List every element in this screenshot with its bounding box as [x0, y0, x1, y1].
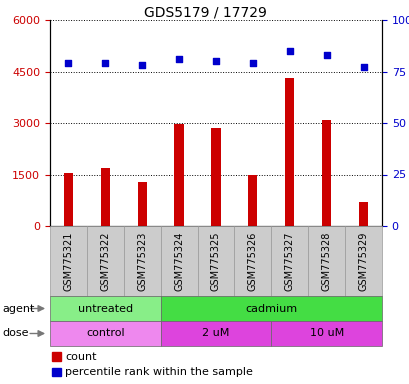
Point — [65, 60, 72, 66]
Bar — [137, 182, 146, 226]
Text: GSM775326: GSM775326 — [247, 231, 257, 291]
Text: GSM775328: GSM775328 — [321, 231, 331, 291]
Bar — [64, 173, 73, 226]
Point — [102, 60, 108, 66]
Bar — [321, 119, 330, 226]
Point — [249, 60, 256, 66]
Text: GSM775323: GSM775323 — [137, 231, 147, 291]
Bar — [285, 78, 294, 226]
Text: agent: agent — [2, 303, 34, 313]
Text: GDS5179 / 17729: GDS5179 / 17729 — [143, 5, 266, 19]
Bar — [211, 128, 220, 226]
Bar — [358, 202, 367, 226]
Point — [212, 58, 219, 64]
Text: GSM775322: GSM775322 — [100, 231, 110, 291]
Text: 2 uM: 2 uM — [202, 328, 229, 339]
Text: dose: dose — [2, 328, 29, 339]
Point — [286, 48, 292, 54]
Point — [139, 62, 145, 68]
Text: cadmium: cadmium — [245, 303, 297, 313]
Text: 10 uM: 10 uM — [309, 328, 343, 339]
Bar — [174, 124, 183, 226]
Text: percentile rank within the sample: percentile rank within the sample — [65, 367, 252, 377]
Point — [360, 64, 366, 70]
Bar — [248, 175, 257, 226]
Point — [323, 52, 329, 58]
Text: untreated: untreated — [78, 303, 133, 313]
Bar — [101, 168, 110, 226]
Text: GSM775325: GSM775325 — [211, 231, 220, 291]
Text: count: count — [65, 351, 97, 362]
Text: GSM775329: GSM775329 — [358, 231, 368, 291]
Text: GSM775327: GSM775327 — [284, 231, 294, 291]
Text: GSM775321: GSM775321 — [63, 231, 73, 291]
Text: control: control — [86, 328, 124, 339]
Text: GSM775324: GSM775324 — [174, 231, 184, 291]
Point — [175, 56, 182, 62]
